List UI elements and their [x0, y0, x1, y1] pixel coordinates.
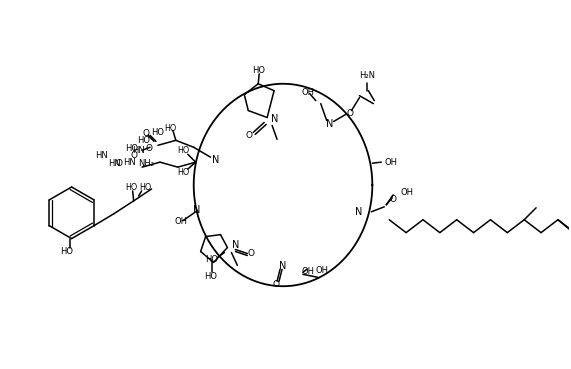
Text: N: N: [326, 120, 333, 130]
Text: N: N: [212, 155, 219, 165]
Text: HN: HN: [132, 146, 144, 155]
Text: N: N: [355, 207, 362, 217]
Text: OH: OH: [401, 189, 413, 197]
Text: HN: HN: [108, 159, 120, 168]
Text: OH: OH: [174, 217, 187, 226]
Text: N: N: [193, 205, 200, 215]
Text: HN: HN: [123, 158, 135, 167]
Text: N: N: [271, 114, 279, 124]
Text: O: O: [248, 249, 255, 258]
Text: O: O: [146, 144, 152, 153]
Text: NH₂: NH₂: [138, 159, 154, 168]
Text: OH: OH: [301, 88, 314, 97]
Text: N: N: [279, 261, 287, 271]
Text: N: N: [232, 239, 239, 249]
Text: O: O: [272, 280, 280, 289]
Text: HO: HO: [252, 66, 265, 75]
Text: O: O: [346, 109, 353, 118]
Text: HO: HO: [126, 183, 138, 193]
Text: HO: HO: [151, 128, 164, 137]
Text: HO: HO: [138, 136, 151, 145]
Text: HO: HO: [178, 146, 190, 155]
Text: OH: OH: [301, 267, 314, 276]
Text: O: O: [143, 129, 150, 138]
Text: HN: HN: [95, 151, 108, 160]
Text: HO: HO: [178, 168, 190, 177]
Text: O: O: [389, 195, 397, 204]
Text: O: O: [131, 151, 138, 160]
Text: HO: HO: [204, 272, 217, 281]
Text: HO: HO: [60, 247, 73, 256]
Text: O: O: [246, 131, 253, 140]
Text: HO: HO: [139, 183, 152, 193]
Text: HO: HO: [205, 255, 218, 264]
Text: O: O: [116, 159, 123, 168]
Text: OH: OH: [384, 158, 397, 167]
Text: HO: HO: [124, 144, 138, 153]
Text: H₂N: H₂N: [359, 71, 375, 80]
Text: HO: HO: [165, 124, 177, 133]
Text: OH: OH: [315, 266, 328, 275]
